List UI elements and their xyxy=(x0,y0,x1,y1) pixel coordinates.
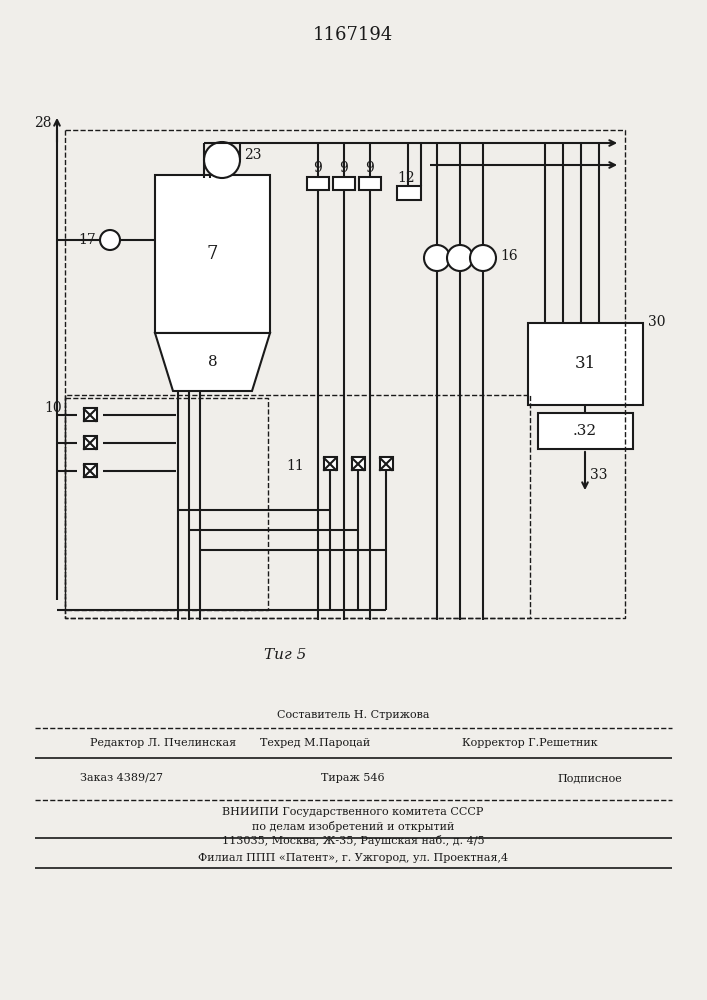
Text: 10: 10 xyxy=(45,401,62,415)
Circle shape xyxy=(470,245,496,271)
Bar xyxy=(397,186,421,200)
Text: Филиал ППП «Патент», г. Ужгород, ул. Проектная,4: Филиал ППП «Патент», г. Ужгород, ул. Про… xyxy=(198,853,508,863)
Text: .32: .32 xyxy=(573,424,597,438)
Text: 113035, Москва, Ж-35, Раушская наб., д. 4/5: 113035, Москва, Ж-35, Раушская наб., д. … xyxy=(222,836,484,846)
Text: ВНИИПИ Государственного комитета СССР: ВНИИПИ Государственного комитета СССР xyxy=(222,807,484,817)
Text: 9: 9 xyxy=(339,161,349,175)
Text: Редактор Л. Пчелинская: Редактор Л. Пчелинская xyxy=(90,738,236,748)
Text: 8: 8 xyxy=(208,355,217,369)
Text: 31: 31 xyxy=(574,356,595,372)
Text: 11: 11 xyxy=(286,459,304,473)
Circle shape xyxy=(100,230,120,250)
Bar xyxy=(84,408,97,421)
Bar xyxy=(352,457,365,470)
Bar xyxy=(324,457,337,470)
Text: 23: 23 xyxy=(244,148,262,162)
Text: 9: 9 xyxy=(314,161,322,175)
Text: Составитель Н. Стрижова: Составитель Н. Стрижова xyxy=(276,710,429,720)
Text: 33: 33 xyxy=(590,468,607,482)
Text: 7: 7 xyxy=(207,245,218,263)
Bar xyxy=(333,177,355,190)
Text: 30: 30 xyxy=(648,315,665,329)
Text: Техред М.Пароцай: Техред М.Пароцай xyxy=(260,738,370,748)
Text: Корректор Г.Решетник: Корректор Г.Решетник xyxy=(462,738,598,748)
Text: 9: 9 xyxy=(366,161,375,175)
Bar xyxy=(155,175,270,333)
Text: Тираж 546: Тираж 546 xyxy=(321,773,385,783)
Text: Подписное: Подписное xyxy=(558,773,622,783)
Text: Τиг 5: Τиг 5 xyxy=(264,648,306,662)
Bar xyxy=(528,323,643,405)
Bar xyxy=(538,413,633,449)
Circle shape xyxy=(447,245,473,271)
Text: 16: 16 xyxy=(500,249,518,263)
Bar xyxy=(359,177,381,190)
Text: 12: 12 xyxy=(397,171,414,185)
Bar xyxy=(380,457,393,470)
Circle shape xyxy=(424,245,450,271)
Text: по делам изобретений и открытий: по делам изобретений и открытий xyxy=(252,820,454,832)
Bar xyxy=(307,177,329,190)
Bar xyxy=(84,436,97,449)
Text: 1167194: 1167194 xyxy=(313,26,393,44)
Bar xyxy=(84,464,97,477)
Text: Заказ 4389/27: Заказ 4389/27 xyxy=(80,773,163,783)
Circle shape xyxy=(204,142,240,178)
Text: 17: 17 xyxy=(78,233,96,247)
Polygon shape xyxy=(155,333,270,391)
Text: 28: 28 xyxy=(35,116,52,130)
